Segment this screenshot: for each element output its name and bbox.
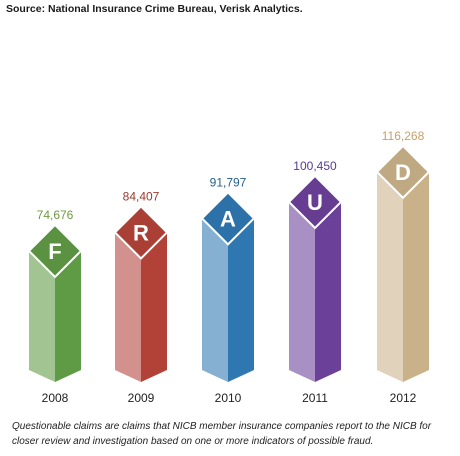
letter-diamond — [375, 144, 431, 200]
bar-right-face — [228, 219, 254, 382]
letter-diamond — [200, 190, 256, 246]
source-note: Source: National Insurance Crime Bureau,… — [6, 3, 303, 15]
bar-right-face — [141, 233, 167, 382]
letter-d: D — [395, 160, 411, 185]
bar-right-face — [55, 252, 81, 382]
bar-right-face — [403, 173, 429, 382]
bar-left-face — [202, 219, 228, 382]
bar-left-face — [377, 173, 403, 382]
chart-caption: Questionable claims are claims that NICB… — [12, 421, 432, 447]
letter-r: R — [133, 220, 149, 245]
bar-left-face — [29, 252, 55, 382]
letter-u: U — [307, 190, 323, 215]
bar-right-face — [315, 203, 341, 382]
letter-f: F — [48, 239, 61, 264]
year-label: 2012 — [390, 391, 417, 405]
bar-left-face — [115, 233, 141, 382]
value-label: 100,450 — [293, 159, 337, 173]
letter-a: A — [220, 206, 236, 231]
bar-left-face — [289, 203, 315, 382]
value-label: 84,407 — [123, 189, 160, 203]
year-label: 2010 — [215, 391, 242, 405]
letter-diamond — [27, 223, 83, 279]
value-label: 91,797 — [210, 175, 247, 189]
year-label: 2009 — [128, 391, 155, 405]
year-label: 2008 — [42, 391, 69, 405]
value-label: 116,268 — [382, 129, 425, 143]
value-label: 74,676 — [37, 208, 74, 222]
letter-diamond — [287, 174, 343, 230]
letter-diamond — [113, 205, 169, 260]
year-label: 2011 — [302, 391, 328, 405]
fraud-bar-chart: F 74,676 2008 R 84,407 2009 A 91,797 2010 U 100,45… — [27, 129, 431, 405]
